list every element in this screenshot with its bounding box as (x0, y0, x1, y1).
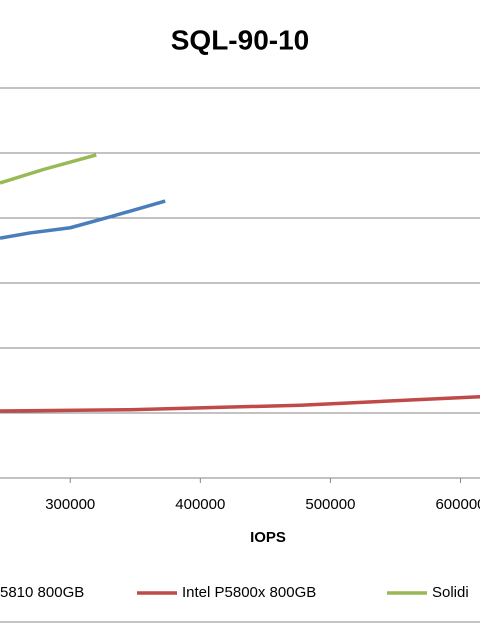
legend-label: Intel P5800x 800GB (182, 584, 316, 601)
series-line (0, 199, 166, 240)
series-line (0, 395, 480, 413)
chart-title: SQL-90-10 (171, 24, 310, 55)
x-axis-label: IOPS (250, 529, 286, 546)
legend-label: Solidi (432, 584, 469, 601)
legend-label: 5810 800GB (0, 584, 84, 601)
x-tick-label: 300000 (45, 496, 95, 513)
x-tick-label: 600000 (435, 496, 480, 513)
x-tick-label: 400000 (175, 496, 225, 513)
series-line (0, 153, 97, 185)
x-tick-label: 500000 (305, 496, 355, 513)
